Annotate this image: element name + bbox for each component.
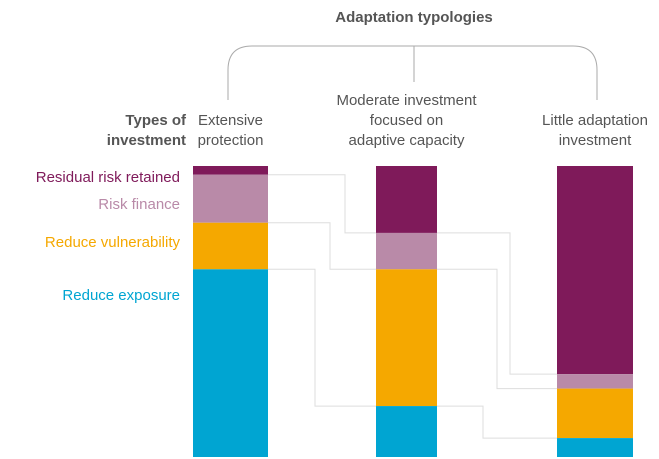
legend-label: Reduce vulnerability [45, 234, 181, 251]
connector [268, 174, 376, 234]
bar-segment [557, 166, 633, 375]
connector [437, 405, 557, 439]
legend-label: Reduce exposure [62, 287, 180, 304]
legend-label: Residual risk retained [36, 169, 180, 186]
bar-segment [193, 166, 268, 175]
category-label: Extensive [198, 112, 263, 129]
bar-segment [557, 388, 633, 439]
category-label: focused on [370, 112, 443, 129]
bar-segment [193, 174, 268, 223]
bar-segment [376, 269, 437, 407]
category-label: Moderate investment [336, 92, 477, 109]
bar-segment [193, 269, 268, 457]
row-label: Types of [125, 112, 187, 129]
connector [268, 222, 376, 270]
connector [437, 268, 557, 390]
bar-segment [376, 406, 437, 457]
bar-segment [376, 232, 437, 270]
category-label: protection [198, 132, 264, 149]
bar-segment [557, 374, 633, 389]
connector [268, 268, 376, 407]
bar-segment [193, 222, 268, 270]
chart-title: Adaptation typologies [335, 9, 493, 26]
connector [437, 232, 557, 375]
bar-segment [557, 438, 633, 457]
bar-segment [376, 166, 437, 233]
category-label: adaptive capacity [349, 132, 465, 149]
category-label: Little adaptation [542, 112, 648, 129]
category-label: investment [559, 132, 632, 149]
legend-label: Risk finance [98, 196, 180, 213]
row-label: investment [107, 132, 186, 149]
bracket [227, 45, 598, 100]
